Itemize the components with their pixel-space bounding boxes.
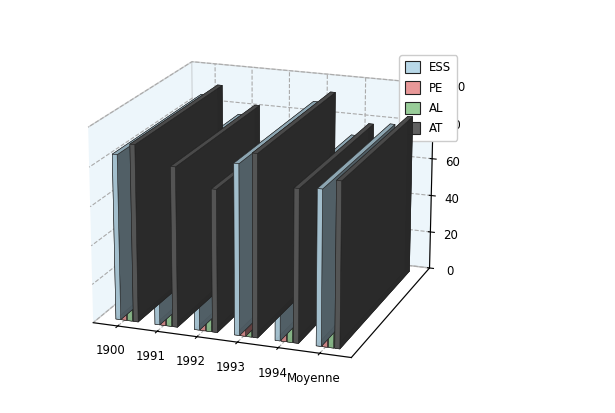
Legend: ESS, PE, AL, AT: ESS, PE, AL, AT <box>399 55 457 141</box>
